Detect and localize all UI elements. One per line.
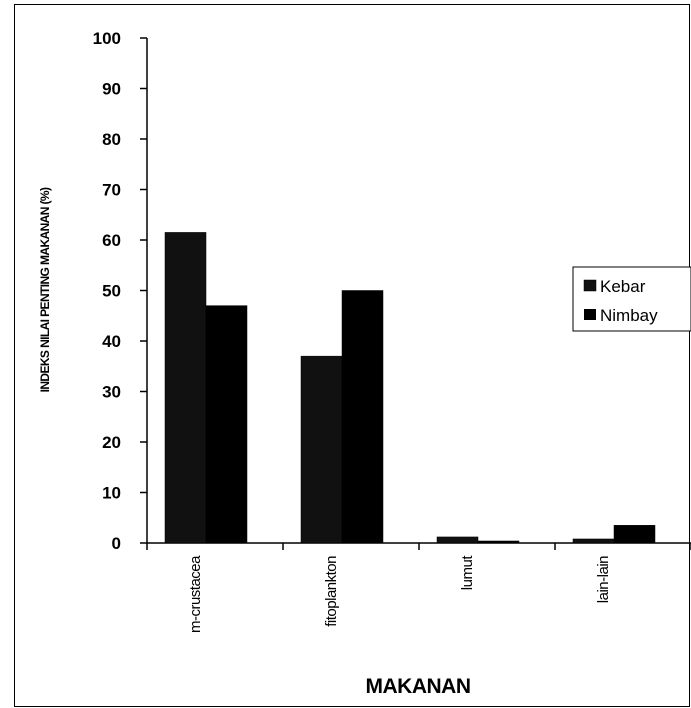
- bar-nimbay-0: [205, 305, 248, 544]
- y-axis: 0 10 20 30 40 50 60 70 80 90 100: [93, 29, 148, 553]
- y-tick-label: 100: [93, 29, 121, 48]
- category-labels: m-crustacea fitoplankton lumut lain-lain: [187, 555, 612, 633]
- bar-kebar-1: [300, 355, 343, 544]
- y-tick-label: 70: [102, 181, 121, 200]
- x-category-label: m-crustacea: [187, 555, 204, 633]
- x-category-label: fitoplankton: [323, 556, 340, 627]
- chart-frame: [14, 4, 690, 707]
- y-tick-label: 20: [102, 433, 121, 452]
- bar-nimbay-3: [613, 525, 656, 544]
- x-axis: [146, 542, 691, 550]
- y-tick-label: 50: [102, 282, 121, 301]
- bar-kebar-3: [572, 538, 615, 544]
- y-axis-title: INDEKS NILAI PENTING MAKANAN (%): [38, 187, 52, 392]
- y-tick-label: 80: [102, 130, 121, 149]
- y-tick-label: 10: [102, 484, 121, 503]
- y-tick-label: 60: [102, 231, 121, 250]
- x-category-label: lain-lain: [595, 556, 612, 603]
- y-tick-label: 30: [102, 383, 121, 402]
- bar-kebar-2: [436, 536, 479, 544]
- bar-nimbay-1: [341, 290, 384, 544]
- x-axis-title: MAKANAN: [366, 675, 471, 698]
- bars: [164, 232, 656, 544]
- x-category-label: lumut: [459, 555, 476, 591]
- legend-swatch-nimbay: [584, 309, 596, 320]
- y-tick-label: 90: [102, 80, 121, 99]
- legend-box: [572, 266, 691, 332]
- legend: Kebar Nimbay: [572, 266, 691, 332]
- y-tick-label: 0: [112, 534, 121, 553]
- y-tick-label: 40: [102, 332, 121, 351]
- bar-nimbay-2: [477, 540, 520, 544]
- legend-swatch-kebar: [583, 279, 597, 292]
- bar-kebar-0: [164, 232, 207, 544]
- legend-label-nimbay: Nimbay: [600, 306, 658, 325]
- legend-label-kebar: Kebar: [600, 277, 646, 296]
